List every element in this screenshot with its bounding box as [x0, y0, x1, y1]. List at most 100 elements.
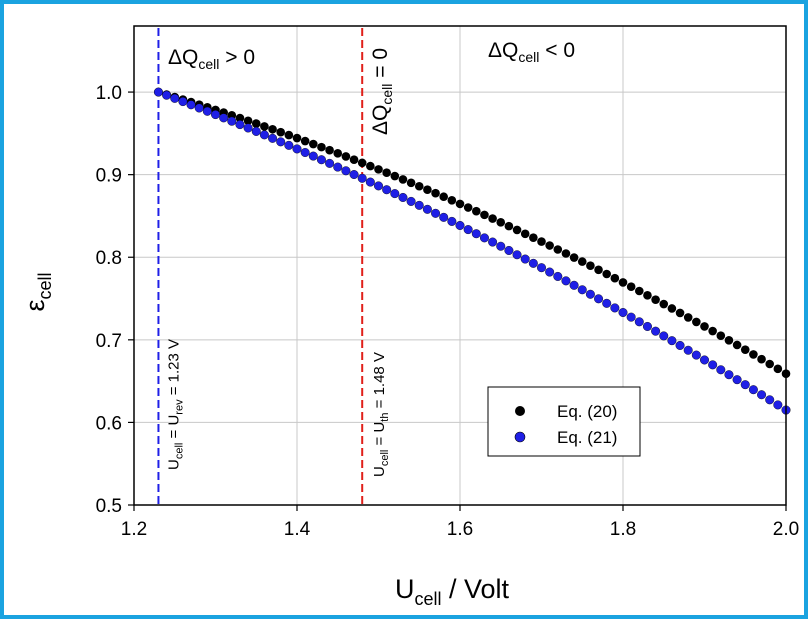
data-point	[683, 345, 693, 355]
y-tick-label: 0.8	[96, 248, 122, 269]
data-point	[749, 350, 758, 359]
data-point	[268, 124, 277, 134]
data-point	[382, 185, 392, 195]
data-point	[309, 139, 318, 149]
data-point	[553, 271, 563, 281]
data-point	[178, 97, 188, 107]
data-point	[390, 171, 400, 181]
data-point	[634, 317, 644, 327]
legend-label-eq21: Eq. (21)	[557, 428, 617, 447]
data-point	[365, 177, 375, 187]
data-point	[602, 269, 611, 279]
data-point	[765, 359, 774, 369]
data-point	[235, 120, 245, 130]
x-tick-label: 1.6	[447, 519, 473, 540]
data-point	[700, 355, 710, 365]
data-point	[724, 336, 734, 345]
data-point	[504, 221, 514, 231]
data-point	[610, 273, 620, 283]
data-point	[732, 375, 742, 385]
data-point	[537, 237, 546, 246]
data-point	[414, 181, 424, 191]
data-point	[153, 87, 163, 97]
data-point	[366, 161, 375, 171]
data-point	[219, 113, 229, 123]
data-point	[471, 229, 481, 239]
data-point	[585, 289, 595, 299]
data-point	[406, 178, 416, 188]
data-point	[431, 188, 440, 198]
data-point	[577, 285, 587, 295]
data-point	[528, 258, 538, 268]
data-point	[512, 225, 522, 235]
data-point	[374, 165, 383, 174]
x-tick-label: 1.4	[284, 519, 311, 540]
data-point	[765, 395, 775, 405]
data-point	[561, 249, 571, 258]
data-point	[708, 360, 718, 370]
data-point	[692, 317, 701, 327]
data-point	[455, 199, 465, 209]
data-point	[537, 263, 547, 273]
data-point	[757, 354, 766, 364]
data-point	[520, 254, 530, 264]
annotation-dq-positive: ΔQcell > 0	[168, 46, 255, 72]
data-point	[268, 133, 278, 143]
data-point	[610, 303, 620, 313]
y-axis-ticks: 0.5 0.6 0.7 0.8 0.9 1.0	[96, 83, 134, 517]
data-point	[635, 286, 644, 296]
data-point	[308, 151, 318, 161]
data-point	[618, 278, 628, 287]
y-tick-label: 1.0	[96, 83, 122, 104]
data-point	[292, 133, 302, 143]
annotation-dq-negative: ΔQcell < 0	[488, 39, 575, 65]
data-point	[748, 385, 758, 395]
legend-label-eq20: Eq. (20)	[557, 402, 617, 421]
data-point	[700, 322, 709, 331]
data-point	[292, 144, 302, 154]
y-axis-label: εcell	[20, 272, 55, 311]
data-point	[740, 380, 750, 390]
data-point	[463, 203, 473, 212]
data-point	[325, 145, 334, 155]
data-point	[260, 122, 269, 131]
data-point	[773, 364, 783, 374]
data-point	[472, 206, 481, 216]
data-point	[675, 308, 685, 318]
annotation-dq-zero: ΔQcell = 0	[369, 48, 395, 135]
data-point	[545, 267, 555, 277]
data-point	[162, 90, 172, 100]
data-point	[545, 241, 554, 250]
data-point	[194, 103, 204, 113]
data-point	[186, 100, 196, 110]
data-point	[243, 116, 253, 126]
data-point	[675, 340, 685, 350]
data-point	[488, 237, 498, 247]
legend-marker-eq20	[515, 406, 525, 416]
data-point	[618, 308, 628, 318]
label-u-rev: Ucell = Urev = 1.23 V	[165, 339, 185, 470]
data-point	[626, 282, 636, 291]
x-axis-label: Ucell / Volt	[395, 574, 510, 609]
data-point	[414, 200, 424, 210]
data-point	[235, 113, 245, 123]
data-point	[227, 116, 237, 126]
data-point	[594, 294, 604, 304]
data-point	[398, 192, 408, 202]
data-point	[642, 321, 652, 331]
data-point	[341, 166, 351, 176]
data-point	[349, 155, 359, 164]
data-point	[259, 130, 269, 140]
data-point	[691, 350, 701, 360]
y-tick-label: 0.9	[96, 166, 122, 187]
data-point	[569, 253, 579, 262]
data-point	[659, 299, 669, 309]
data-point	[504, 245, 514, 255]
data-point	[349, 170, 359, 180]
legend-marker-eq21	[514, 431, 526, 443]
data-point	[439, 212, 449, 222]
data-point	[716, 365, 726, 375]
data-point	[561, 276, 571, 286]
data-point	[732, 340, 742, 350]
